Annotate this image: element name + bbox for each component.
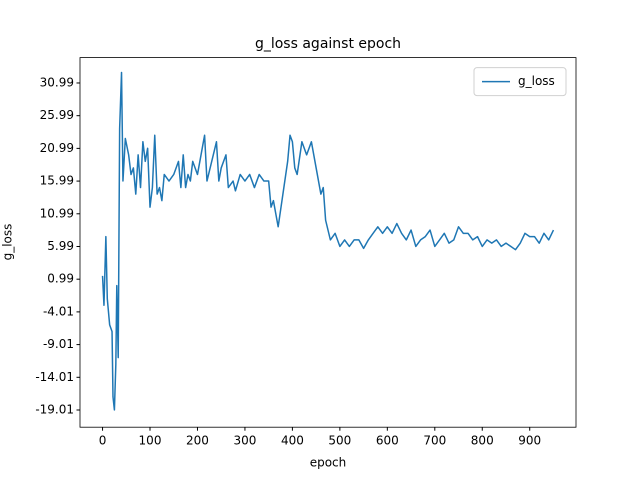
legend-label: g_loss xyxy=(518,74,555,88)
x-tick-label: 200 xyxy=(186,434,209,448)
chart-title: g_loss against epoch xyxy=(255,36,401,52)
x-tick-label: 800 xyxy=(471,434,494,448)
y-tick-label: -4.01 xyxy=(43,304,74,318)
y-axis-label: g_loss xyxy=(1,224,15,261)
x-tick-label: 100 xyxy=(139,434,162,448)
x-tick-label: 900 xyxy=(518,434,541,448)
x-axis-label: epoch xyxy=(310,456,347,470)
y-tick-label: 30.99 xyxy=(40,75,74,89)
x-tick-label: 600 xyxy=(376,434,399,448)
y-tick-label: 20.99 xyxy=(40,141,74,155)
x-tick-label: 0 xyxy=(99,434,107,448)
x-tick-label: 700 xyxy=(423,434,446,448)
y-tick-label: -9.01 xyxy=(43,337,74,351)
legend-box xyxy=(473,67,567,97)
x-tick-label: 400 xyxy=(281,434,304,448)
x-tick-label: 300 xyxy=(233,434,256,448)
data-line xyxy=(101,71,555,411)
y-tick-label: -19.01 xyxy=(35,402,74,416)
x-tick-label: 500 xyxy=(328,434,351,448)
y-tick-label: 25.99 xyxy=(40,108,74,122)
y-tick-label: -14.01 xyxy=(35,370,74,384)
plot-frame xyxy=(79,57,577,428)
y-tick-label: 15.99 xyxy=(40,174,74,188)
y-tick-label: 5.99 xyxy=(47,239,74,253)
y-tick-label: 0.99 xyxy=(47,272,74,286)
y-tick-label: 10.99 xyxy=(40,206,74,220)
